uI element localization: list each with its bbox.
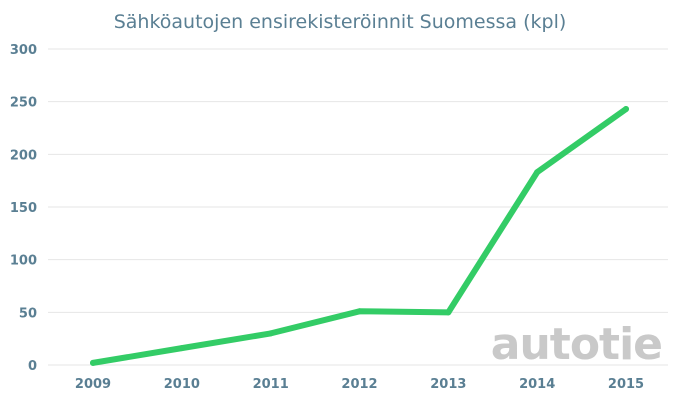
x-tick-label: 2013	[430, 377, 466, 392]
x-tick-label: 2009	[75, 377, 111, 392]
y-tick-label: 0	[28, 359, 37, 374]
y-tick-label: 50	[19, 306, 37, 321]
y-axis-ticks: 0 50 100 150 200 250 300	[10, 43, 37, 374]
autotie-watermark: autotie	[491, 319, 662, 370]
x-tick-label: 2012	[341, 377, 377, 392]
data-point	[267, 330, 274, 337]
y-tick-label: 200	[10, 148, 37, 163]
series-layer	[90, 106, 629, 366]
chart-title: Sähköautojen ensirekisteröinnit Suomessa…	[114, 11, 567, 33]
data-point	[623, 106, 629, 113]
x-tick-label: 2014	[519, 377, 555, 392]
gridlines	[48, 48, 668, 366]
x-tick-label: 2010	[164, 377, 200, 392]
data-point	[445, 309, 452, 316]
data-point	[90, 359, 96, 366]
y-tick-label: 250	[10, 96, 37, 111]
y-tick-label: 150	[10, 201, 37, 216]
x-tick-label: 2011	[253, 377, 289, 392]
y-tick-label: 100	[10, 254, 37, 269]
x-axis-ticks: 2009 2010 2011 2012 2013 2014 2015	[75, 377, 644, 392]
data-point	[534, 169, 541, 176]
data-point	[356, 308, 363, 315]
x-tick-label: 2015	[608, 377, 644, 392]
y-tick-label: 300	[10, 43, 37, 58]
data-point	[178, 345, 185, 352]
